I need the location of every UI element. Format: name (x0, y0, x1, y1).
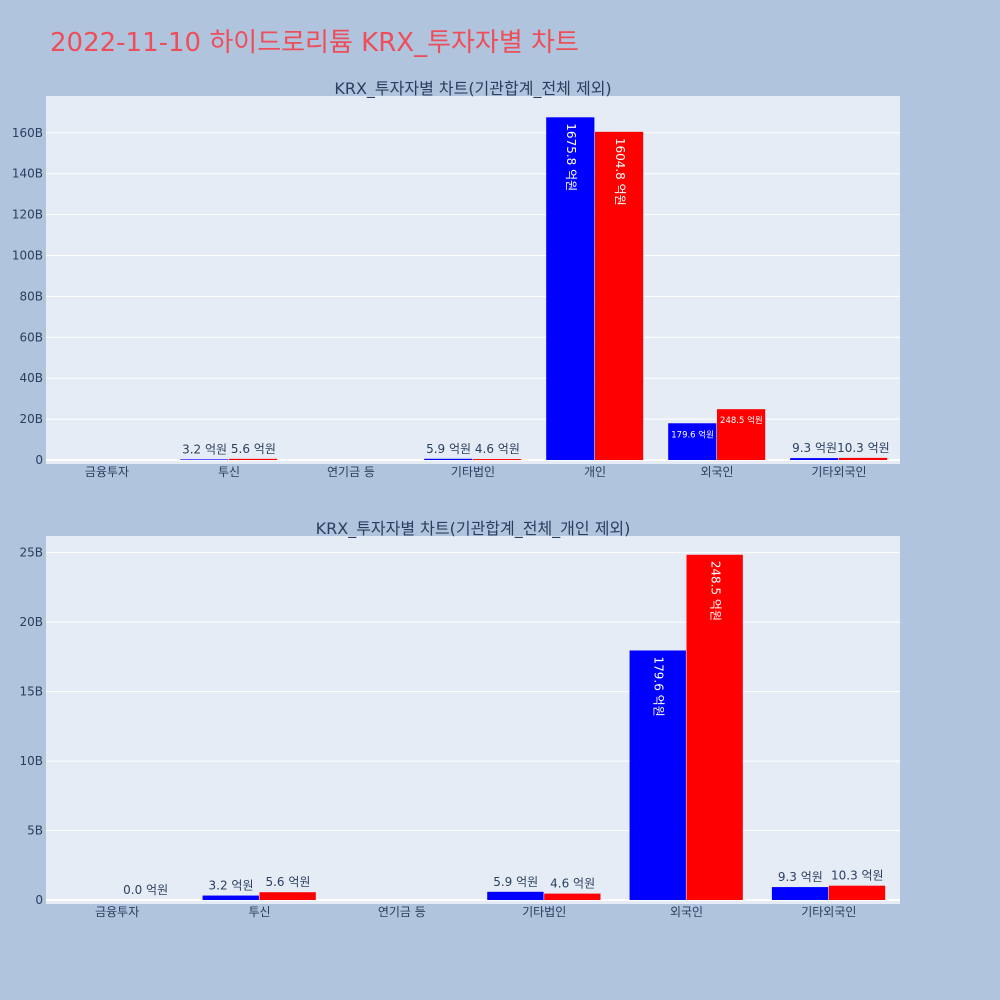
data-label: 10.3 억원 (831, 869, 884, 883)
data-label: 5.9 억원 (426, 442, 471, 456)
bar (629, 650, 686, 900)
bar (202, 895, 259, 900)
x-tick-label: 기타법인 (451, 465, 495, 479)
y-tick-label: 160B (12, 126, 43, 140)
x-tick-label: 투신 (218, 465, 240, 479)
data-label: 9.3 억원 (792, 441, 837, 455)
x-tick-label: 연기금 등 (378, 905, 426, 919)
data-label: 3.2 억원 (209, 879, 254, 893)
x-tick-label: 외국인 (670, 905, 703, 919)
data-label: 248.5 억원 (708, 561, 722, 621)
data-label: 179.6 억원 (652, 656, 666, 716)
x-tick-label: 외국인 (700, 465, 733, 479)
chart-1: 0 20B 40B 60B 80B 100B 120B 140B 160B KRX_투자자별 차트… (12, 79, 900, 479)
y-tick-label: 15B (19, 685, 43, 699)
plot-area (46, 96, 900, 464)
x-tick-label: 금융투자 (95, 905, 139, 919)
y-tick-label: 20B (19, 615, 43, 629)
bar (839, 457, 888, 460)
data-label: 0.0 억원 (123, 883, 168, 897)
y-tick-label: 80B (19, 289, 43, 303)
bar (595, 131, 644, 460)
x-tick-label: 기타외국인 (801, 905, 856, 919)
chart-title: KRX_투자자별 차트(기관합계_전체_개인 제외) (316, 519, 631, 539)
y-tick-label: 100B (12, 249, 43, 263)
data-label: 1675.8 억원 (564, 123, 578, 191)
page-title: 2022-11-10 하이드로리튬 KRX_투자자별 차트 (50, 28, 579, 58)
bar (771, 887, 829, 900)
bar (828, 885, 886, 900)
y-tick-label: 140B (12, 167, 43, 181)
bar (717, 409, 766, 460)
data-label: 3.2 억원 (182, 442, 227, 456)
data-label: 5.9 억원 (493, 875, 538, 889)
y-tick-label: 60B (19, 330, 43, 344)
bar (424, 458, 473, 460)
x-tick-label: 기타외국인 (811, 465, 866, 479)
bar (180, 459, 229, 460)
data-label: 5.6 억원 (265, 875, 310, 889)
chart-2: 0 5B 10B 15B 20B 25B KRX_투자자별 차트(기관합계_전체_개인 제외… (19, 519, 900, 919)
data-label: 248.5 억원 (720, 415, 763, 426)
x-tick-label: 금융투자 (85, 465, 129, 479)
bar (546, 117, 595, 460)
y-tick-label: 120B (12, 208, 43, 222)
y-tick-label: 10B (19, 754, 43, 768)
x-tick-label: 연기금 등 (327, 465, 375, 479)
y-tick-label: 0 (35, 453, 43, 467)
data-label: 5.6 억원 (231, 442, 276, 456)
bar (259, 892, 316, 900)
bar (487, 891, 544, 900)
bar (229, 458, 278, 460)
y-tick-label: 40B (19, 371, 43, 385)
data-label: 4.6 억원 (475, 442, 520, 456)
y-tick-label: 25B (19, 546, 43, 560)
bar (473, 459, 522, 460)
data-label: 179.6 억원 (671, 429, 714, 440)
y-tick-label: 5B (27, 824, 43, 838)
x-tick-label: 투신 (248, 905, 270, 919)
bar (668, 423, 717, 460)
bar (544, 893, 601, 900)
x-tick-label: 개인 (584, 465, 606, 479)
data-label: 4.6 억원 (550, 877, 595, 891)
y-tick-label: 0 (35, 893, 43, 907)
chart-title: KRX_투자자별 차트(기관합계_전체 제외) (334, 79, 611, 99)
bar (790, 458, 839, 460)
bar (686, 554, 743, 900)
data-label: 1604.8 억원 (613, 138, 627, 206)
y-tick-label: 20B (19, 412, 43, 426)
data-label: 9.3 억원 (778, 870, 823, 884)
plot-area (46, 536, 900, 904)
x-tick-label: 기타법인 (522, 905, 566, 919)
data-label: 10.3 억원 (837, 441, 890, 455)
